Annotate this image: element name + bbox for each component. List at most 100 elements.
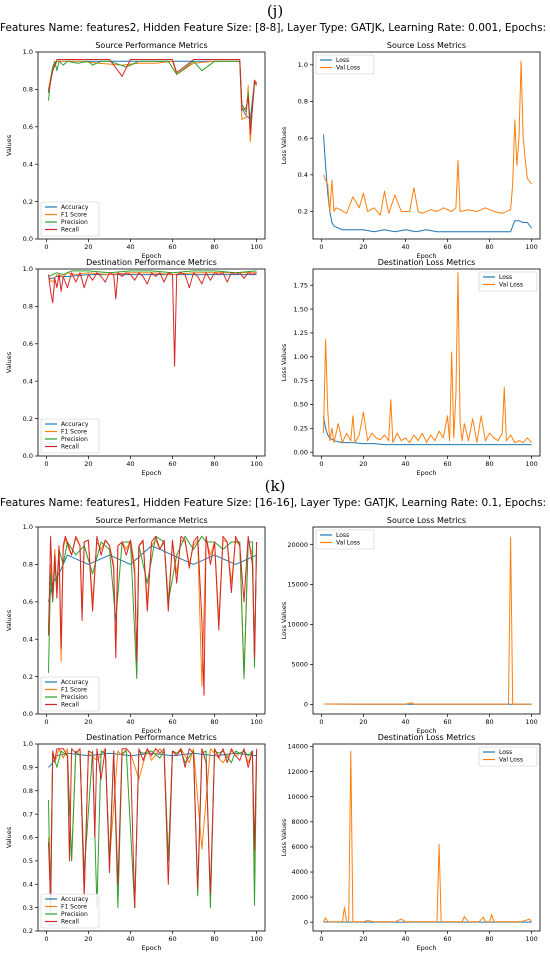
- y-tick-label: 0.25: [294, 425, 308, 433]
- y-tick-label: 0.2: [23, 415, 33, 423]
- x-tick-label: 40: [401, 243, 409, 251]
- x-tick-label: 80: [485, 243, 493, 251]
- panel-title-j: Features Name: features2, Hidden Feature…: [0, 22, 550, 34]
- y-tick-label: 14000: [287, 743, 308, 751]
- chart-title: Source Performance Metrics: [95, 516, 207, 525]
- legend-entry: Accuracy: [61, 896, 89, 903]
- y-tick-label: 1.0: [298, 61, 308, 69]
- x-tick-label: 80: [210, 460, 218, 468]
- series-line-recall: [49, 60, 257, 135]
- legend-entry: F1 Score: [61, 687, 87, 694]
- x-tick-label: 80: [485, 935, 493, 943]
- y-tick-label: 0.8: [23, 303, 33, 311]
- y-tick-label: 0.2: [23, 198, 33, 206]
- x-tick-label: 60: [168, 935, 176, 943]
- x-tick-label: 100: [250, 935, 262, 943]
- legend-entry: F1 Score: [61, 429, 87, 436]
- y-tick-label: 2000: [291, 893, 308, 901]
- y-tick-label: 0: [304, 701, 308, 709]
- series-line-val-loss: [324, 273, 532, 443]
- panel-label-j: (j): [0, 2, 550, 20]
- y-tick-label: 0.50: [294, 401, 308, 409]
- series-line-precision: [49, 751, 257, 915]
- y-tick-label: 8000: [291, 818, 308, 826]
- chart-title: Destination Performance Metrics: [86, 733, 217, 742]
- y-tick-label: 1.75: [294, 281, 308, 289]
- series-line-recall: [49, 749, 257, 908]
- x-tick-label: 40: [401, 460, 409, 468]
- legend-entry: Val Loss: [499, 282, 523, 289]
- plot-frame: [313, 527, 540, 714]
- panel-title-k: Features Name: features1, Hidden Feature…: [0, 497, 550, 509]
- series-line-val-loss: [324, 537, 532, 704]
- y-tick-label: 10000: [287, 793, 308, 801]
- y-tick-label: 0.0: [23, 452, 33, 460]
- y-axis-label: Loss Values: [280, 343, 288, 381]
- legend-entry: Loss: [499, 749, 512, 756]
- legend-entry: Val Loss: [336, 65, 360, 72]
- y-tick-label: 0: [304, 918, 308, 926]
- series-line-accuracy: [49, 61, 257, 119]
- y-tick-label: 0.6: [298, 134, 308, 142]
- x-tick-label: 40: [401, 935, 409, 943]
- y-axis-label: Loss Values: [280, 126, 288, 164]
- y-tick-label: 0.4: [23, 880, 33, 888]
- y-tick-label: 0.8: [298, 98, 308, 106]
- legend-entry: F1 Score: [61, 212, 87, 219]
- y-tick-label: 0.2: [23, 927, 33, 935]
- x-tick-label: 20: [84, 460, 92, 468]
- y-tick-label: 0.8: [23, 561, 33, 569]
- x-tick-label: 60: [168, 718, 176, 726]
- legend-entry: Recall: [61, 444, 79, 451]
- legend-entry: Loss: [336, 532, 349, 539]
- y-tick-label: 0.0: [23, 710, 33, 718]
- y-tick-label: 1.0: [23, 740, 33, 748]
- x-tick-label: 60: [168, 243, 176, 251]
- x-tick-label: 0: [44, 935, 48, 943]
- x-tick-label: 60: [443, 243, 451, 251]
- y-axis-label: Values: [5, 826, 13, 848]
- x-tick-label: 100: [525, 718, 537, 726]
- legend-entry: Precision: [61, 911, 88, 918]
- series-line-f1-score: [49, 61, 257, 142]
- y-tick-label: 20000: [287, 541, 308, 549]
- y-tick-label: 0.4: [23, 377, 33, 385]
- legend-entry: Loss: [499, 274, 512, 281]
- x-tick-label: 0: [319, 243, 323, 251]
- y-tick-label: 1.0: [23, 523, 33, 531]
- y-axis-label: Loss Values: [280, 818, 288, 856]
- x-tick-label: 80: [210, 718, 218, 726]
- y-tick-label: 1.00: [294, 353, 308, 361]
- y-tick-label: 0.00: [294, 448, 308, 456]
- series-line-precision: [49, 536, 257, 678]
- x-tick-label: 40: [126, 935, 134, 943]
- y-tick-label: 0.6: [23, 123, 33, 131]
- x-axis-label: Epoch: [417, 469, 437, 477]
- series-line-f1-score: [49, 749, 257, 896]
- x-tick-label: 40: [401, 718, 409, 726]
- y-tick-label: 1.0: [23, 265, 33, 273]
- chart-title: Destination Performance Metrics: [86, 258, 217, 267]
- y-tick-label: 0.2: [23, 673, 33, 681]
- legend-entry: Accuracy: [61, 421, 89, 428]
- x-tick-label: 60: [443, 460, 451, 468]
- series-line-loss: [324, 135, 532, 232]
- x-tick-label: 0: [319, 935, 323, 943]
- legend-entry: Accuracy: [61, 679, 89, 686]
- x-tick-label: 100: [525, 460, 537, 468]
- legend-entry: F1 Score: [61, 904, 87, 911]
- x-tick-label: 80: [210, 243, 218, 251]
- chart-title: Source Loss Metrics: [387, 41, 466, 50]
- x-tick-label: 40: [126, 718, 134, 726]
